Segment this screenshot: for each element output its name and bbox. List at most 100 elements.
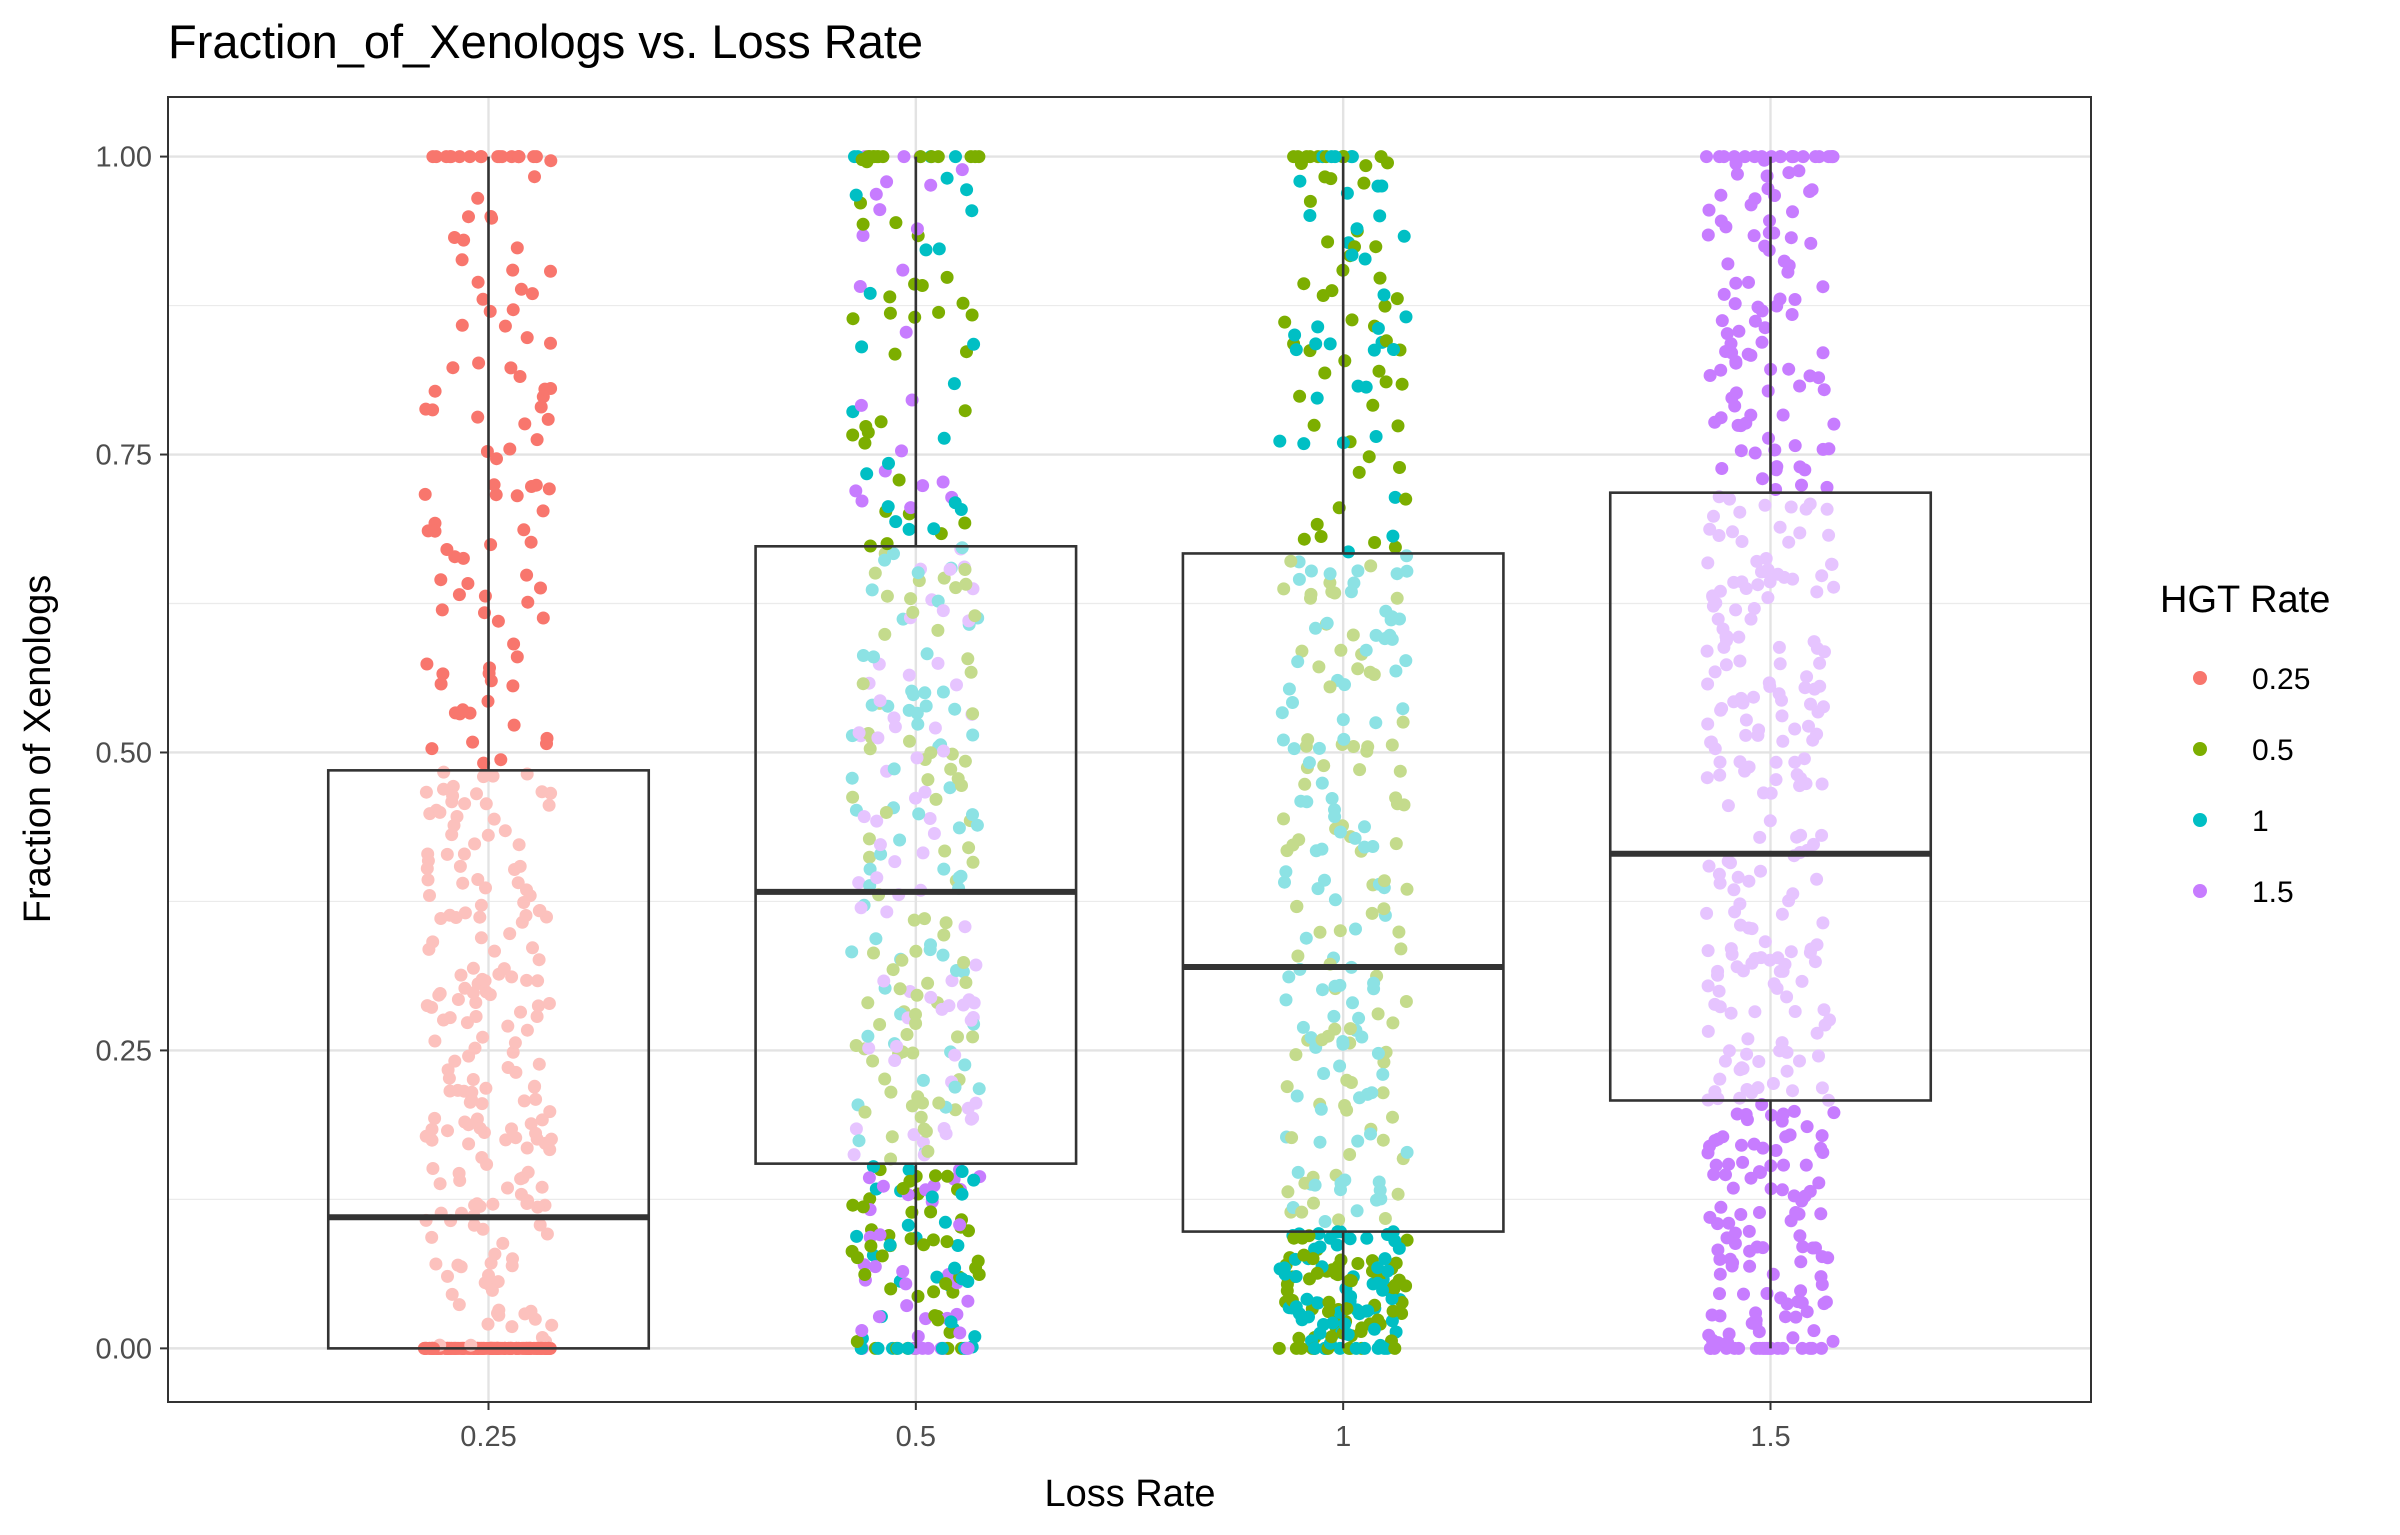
data-point bbox=[1363, 665, 1377, 679]
data-point bbox=[887, 547, 900, 561]
data-point bbox=[1285, 1131, 1299, 1145]
data-point bbox=[1306, 1252, 1320, 1266]
data-point bbox=[1702, 859, 1716, 873]
data-point bbox=[965, 308, 979, 322]
data-point bbox=[1773, 1044, 1787, 1058]
data-point bbox=[1298, 777, 1312, 791]
data-point bbox=[882, 456, 895, 470]
data-point bbox=[1815, 1129, 1829, 1143]
data-point bbox=[494, 753, 508, 767]
data-point bbox=[1798, 681, 1812, 695]
data-point bbox=[1734, 419, 1748, 433]
data-point bbox=[1290, 1089, 1304, 1103]
data-point bbox=[1337, 732, 1351, 746]
x-tick-label: 1 bbox=[1335, 1421, 1351, 1453]
data-point bbox=[501, 1019, 515, 1033]
data-point bbox=[846, 1198, 860, 1212]
data-point bbox=[1727, 575, 1741, 589]
data-point bbox=[1300, 1292, 1314, 1306]
x-tick-label: 0.5 bbox=[896, 1421, 936, 1453]
data-point bbox=[958, 920, 972, 934]
data-point bbox=[472, 356, 486, 370]
data-point bbox=[1388, 490, 1402, 504]
data-point bbox=[861, 1029, 875, 1043]
data-point bbox=[530, 1010, 544, 1023]
data-point bbox=[1772, 640, 1786, 654]
data-point bbox=[1355, 1030, 1369, 1044]
data-point bbox=[1358, 252, 1372, 266]
data-point bbox=[906, 688, 920, 702]
data-point bbox=[1280, 1284, 1294, 1298]
data-point bbox=[1386, 1016, 1400, 1030]
data-point bbox=[1289, 1048, 1303, 1062]
data-point bbox=[461, 577, 475, 590]
data-point bbox=[1816, 346, 1830, 360]
data-point bbox=[869, 932, 883, 946]
data-point bbox=[1807, 1324, 1821, 1338]
data-point bbox=[544, 154, 558, 168]
data-point bbox=[924, 990, 938, 1004]
data-point bbox=[1278, 1267, 1292, 1281]
data-point bbox=[907, 913, 921, 927]
data-point bbox=[453, 1174, 467, 1187]
data-point bbox=[440, 847, 454, 861]
data-point bbox=[1318, 873, 1331, 887]
data-point bbox=[1700, 150, 1713, 164]
data-point bbox=[1348, 831, 1362, 845]
data-point bbox=[948, 702, 962, 716]
data-point bbox=[544, 382, 558, 395]
data-point bbox=[931, 656, 945, 670]
data-point bbox=[535, 785, 549, 799]
data-point bbox=[873, 1018, 887, 1031]
data-point bbox=[1773, 657, 1787, 671]
data-point bbox=[457, 847, 471, 861]
data-point bbox=[1310, 517, 1324, 531]
data-point bbox=[1291, 949, 1305, 963]
data-point bbox=[1303, 194, 1317, 208]
data-point bbox=[943, 562, 957, 576]
data-point bbox=[1399, 492, 1413, 506]
data-point bbox=[955, 163, 969, 177]
data-point bbox=[1748, 1005, 1762, 1019]
data-point bbox=[535, 1180, 549, 1194]
y-tick-label: 1.00 bbox=[96, 142, 152, 174]
data-point bbox=[1378, 1252, 1392, 1266]
data-point bbox=[1717, 150, 1731, 164]
data-point bbox=[1751, 578, 1765, 592]
data-point bbox=[1334, 1253, 1348, 1267]
data-point bbox=[1751, 728, 1765, 742]
data-point bbox=[1397, 229, 1411, 243]
data-point bbox=[490, 452, 503, 466]
data-point bbox=[452, 588, 466, 602]
data-point bbox=[916, 846, 930, 860]
data-point bbox=[1817, 1003, 1831, 1017]
data-point bbox=[1293, 174, 1307, 188]
data-point bbox=[856, 217, 870, 231]
panel-border bbox=[167, 96, 2092, 1403]
data-point bbox=[510, 489, 524, 503]
data-point bbox=[1290, 900, 1304, 914]
data-point bbox=[1284, 554, 1298, 568]
data-point bbox=[1750, 1240, 1764, 1254]
data-point bbox=[506, 679, 520, 693]
data-point bbox=[481, 828, 495, 842]
data-point bbox=[1392, 925, 1406, 939]
data-point bbox=[1740, 1047, 1754, 1061]
data-point bbox=[420, 657, 434, 671]
data-point bbox=[918, 912, 931, 926]
data-point bbox=[911, 717, 925, 731]
data-point bbox=[959, 577, 973, 591]
data-point bbox=[1784, 231, 1798, 245]
data-point bbox=[1344, 585, 1358, 599]
data-point bbox=[952, 871, 966, 885]
data-point bbox=[474, 931, 488, 945]
data-point bbox=[906, 1046, 920, 1060]
data-point bbox=[887, 711, 901, 725]
data-point bbox=[479, 797, 493, 811]
data-point bbox=[441, 1063, 455, 1077]
data-point bbox=[1780, 1297, 1794, 1311]
data-point bbox=[1753, 1165, 1766, 1179]
data-point bbox=[473, 1121, 487, 1135]
data-point bbox=[1739, 713, 1753, 727]
data-point bbox=[1312, 660, 1326, 674]
